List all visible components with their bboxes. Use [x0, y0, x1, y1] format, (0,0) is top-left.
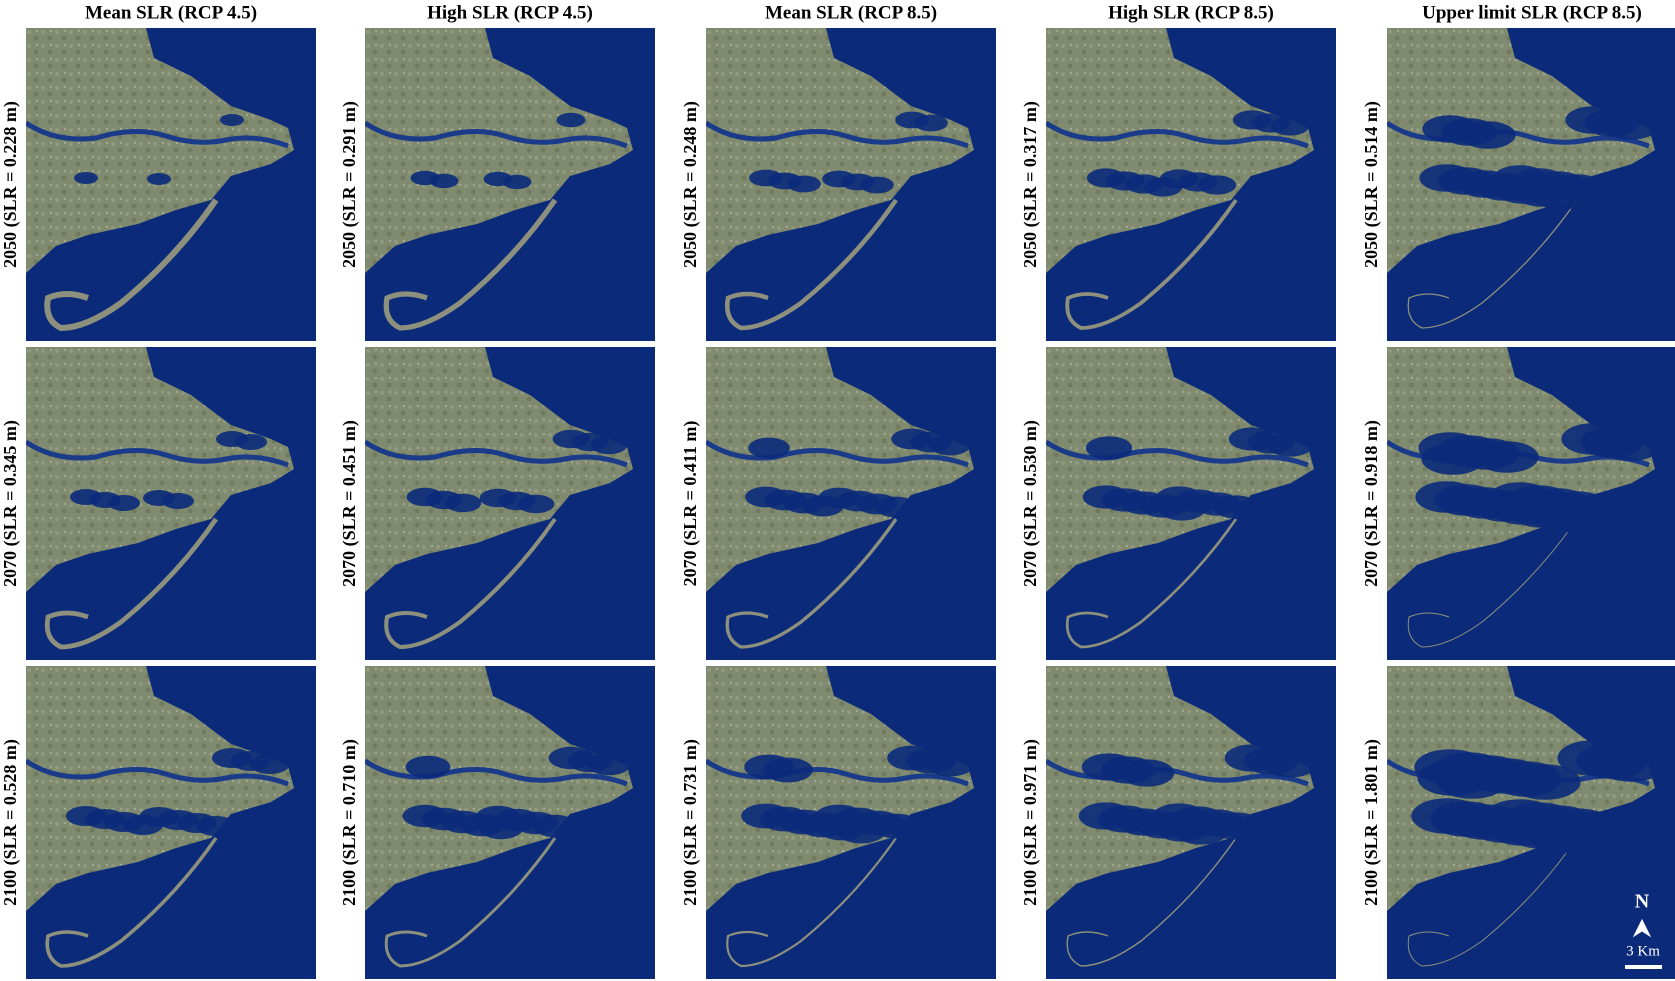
flooded-area	[74, 172, 98, 184]
flooded-area	[1533, 182, 1588, 210]
flooded-area	[1174, 817, 1228, 844]
flooded-area	[406, 756, 451, 778]
flooded-area	[557, 113, 586, 127]
panel-label: 2070 (SLR = 0.918 m)	[1361, 420, 1382, 587]
flooded-area	[235, 434, 267, 450]
map-panel	[365, 666, 655, 979]
map-panel	[1387, 28, 1675, 341]
panel-label: 2050 (SLR = 0.317 m)	[1020, 101, 1041, 268]
flooded-area	[1120, 759, 1174, 786]
flooded-area	[748, 438, 790, 459]
map-panel	[26, 666, 316, 979]
map-panel	[706, 347, 996, 660]
flooded-area	[591, 436, 628, 454]
panel-label: 2100 (SLR = 1.801 m)	[1361, 739, 1382, 906]
panel-label: 2100 (SLR = 0.710 m)	[339, 739, 360, 906]
flooded-area	[1271, 116, 1309, 135]
flooded-area	[763, 758, 813, 783]
flooded-area	[925, 752, 975, 777]
panel-label: 2050 (SLR = 0.514 m)	[1361, 101, 1382, 268]
flooded-area	[1548, 502, 1611, 534]
map-panel	[26, 347, 316, 660]
map-panel	[1046, 347, 1336, 660]
flooded-area	[1267, 433, 1313, 456]
column-title: High SLR (RCP 4.5)	[427, 2, 593, 23]
flooded-area	[1587, 180, 1642, 208]
flooded-area	[503, 175, 532, 189]
map-panel	[26, 28, 316, 341]
figure: Mean SLR (RCP 4.5) High SLR (RCP 4.5) Mean…	[0, 0, 1675, 981]
flooded-area	[787, 176, 821, 193]
flooded-area	[1159, 497, 1205, 520]
panel-label: 2100 (SLR = 0.971 m)	[1020, 739, 1041, 906]
flooded-area	[1144, 177, 1182, 196]
scale-label: 3 Km	[1626, 943, 1660, 959]
flooded-area	[1563, 822, 1634, 858]
flooded-area	[445, 494, 482, 512]
flooded-area	[220, 114, 244, 126]
map-panel	[365, 347, 655, 660]
flooded-area	[1509, 764, 1580, 800]
panel-label: 2050 (SLR = 0.228 m)	[0, 101, 21, 268]
flooded-area	[250, 754, 290, 774]
flooded-area	[533, 815, 578, 837]
map-panel	[706, 28, 996, 341]
flooded-area	[802, 496, 844, 517]
flooded-area	[860, 177, 894, 194]
panel-label: 2050 (SLR = 0.248 m)	[680, 101, 701, 268]
flooded-area	[147, 173, 171, 185]
map-panel	[365, 28, 655, 341]
map-panel	[1046, 666, 1336, 979]
flooded-area	[1602, 500, 1665, 532]
flooded-area	[162, 493, 194, 509]
column-title: Upper limit SLR (RCP 8.5)	[1422, 2, 1642, 23]
flooded-area	[430, 174, 459, 188]
column-title: Mean SLR (RCP 8.5)	[765, 2, 937, 23]
flooded-area	[1086, 436, 1132, 459]
flooded-area	[108, 495, 140, 511]
flooded-area	[1475, 441, 1538, 473]
flooded-area	[875, 497, 917, 518]
flooded-area	[1198, 175, 1236, 194]
flooded-area	[1599, 429, 1662, 461]
flooded-area	[1595, 746, 1666, 782]
map-panel	[1046, 28, 1336, 341]
map-panel	[1387, 347, 1675, 660]
flooded-area	[518, 495, 555, 513]
north-label: N	[1635, 891, 1650, 913]
flooded-area	[1603, 112, 1658, 140]
flooded-area	[1232, 498, 1278, 521]
flooded-area	[1421, 443, 1484, 475]
panel-label: 2070 (SLR = 0.411 m)	[680, 421, 701, 587]
column-title: Mean SLR (RCP 4.5)	[85, 2, 257, 23]
flooded-area	[587, 753, 632, 775]
flooded-area	[1436, 763, 1507, 799]
map-panel	[1387, 666, 1675, 979]
panel-label: 2050 (SLR = 0.291 m)	[339, 101, 360, 268]
panel-label: 2070 (SLR = 0.451 m)	[339, 420, 360, 587]
flooded-area	[836, 819, 886, 844]
panel-label: 2070 (SLR = 0.530 m)	[1020, 420, 1041, 587]
flooded-area	[479, 817, 524, 839]
flooded-area	[1460, 121, 1515, 149]
column-title: High SLR (RCP 8.5)	[1108, 2, 1274, 23]
panel-label: 2070 (SLR = 0.345 m)	[0, 420, 21, 587]
flooded-area	[196, 816, 236, 836]
flooded-area	[123, 815, 163, 835]
flooded-area	[890, 817, 940, 842]
panel-label: 2100 (SLR = 0.731 m)	[680, 739, 701, 906]
flooded-area	[1263, 750, 1317, 777]
flooded-area	[914, 115, 948, 132]
flooded-area	[1247, 818, 1301, 845]
map-panel	[706, 666, 996, 979]
flooded-area	[929, 435, 971, 456]
panel-label: 2100 (SLR = 0.528 m)	[0, 739, 21, 906]
